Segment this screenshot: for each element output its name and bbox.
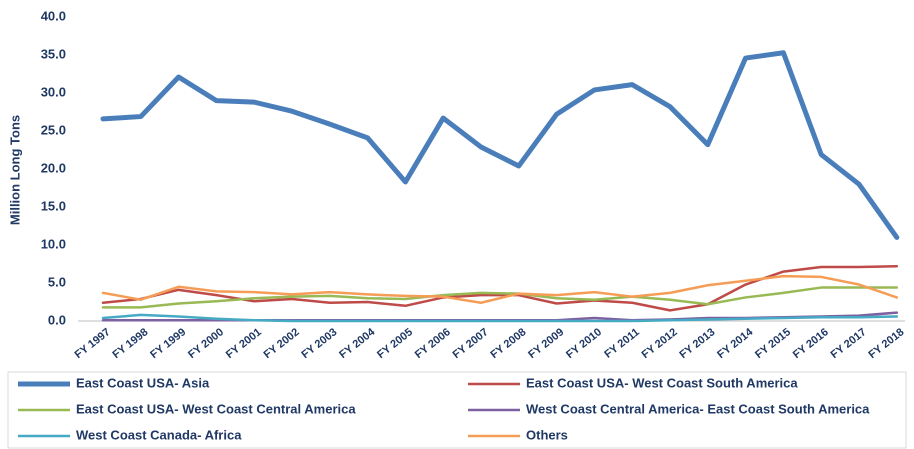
legend-label: West Coast Central America- East Coast S…	[526, 401, 870, 416]
y-tick-label: 5.0	[48, 274, 66, 289]
x-tick-label: FY 1998	[110, 326, 150, 361]
x-tick-label: FY 2016	[791, 326, 831, 361]
x-tick-label: FY 2004	[337, 326, 378, 361]
series-line	[101, 274, 899, 305]
x-tick-label: FY 2017	[829, 326, 869, 361]
y-tick-label: 10.0	[41, 236, 66, 251]
series-line	[101, 286, 899, 309]
y-tick-label: 25.0	[41, 122, 66, 137]
y-tick-label: 15.0	[41, 198, 66, 213]
x-tick-label: FY 2010	[564, 326, 604, 361]
legend-label: East Coast USA- West Coast Central Ameri…	[76, 401, 356, 416]
y-tick-label: 20.0	[41, 160, 66, 175]
x-tick-label: FY 2003	[299, 326, 339, 361]
x-tick-label: FY 1999	[148, 326, 188, 361]
x-tick-label: FY 2015	[753, 326, 793, 361]
x-tick-label: FY 2012	[640, 326, 680, 361]
x-tick-label: FY 2013	[677, 326, 717, 361]
y-axis-label: Million Long Tons	[7, 115, 22, 225]
x-tick-label: FY 2000	[186, 326, 226, 361]
legend-label: East Coast USA- Asia	[76, 375, 210, 390]
x-tick-label: FY 2008	[488, 326, 528, 361]
x-tick-label: FY 2014	[715, 326, 756, 361]
x-tick-label: FY 2011	[602, 326, 642, 361]
x-tick-label: FY 2007	[451, 326, 491, 361]
y-tick-label: 30.0	[41, 84, 66, 99]
legend-box	[7, 371, 907, 449]
x-tick-label: FY 2002	[262, 326, 302, 361]
series-line	[101, 265, 899, 312]
x-tick-label: FY 2005	[375, 326, 415, 361]
y-tick-label: 35.0	[41, 46, 66, 61]
legend-label: Others	[526, 427, 568, 442]
series-line	[101, 313, 899, 323]
y-tick-label: 0.0	[48, 312, 66, 327]
x-tick-label: FY 2006	[413, 326, 453, 361]
x-tick-label: FY 2001	[224, 326, 264, 361]
legend-label: West Coast Canada- Africa	[76, 427, 242, 442]
legend-label: East Coast USA- West Coast South America	[526, 375, 798, 390]
x-tick-label: FY 2018	[866, 326, 906, 361]
y-tick-label: 40.0	[41, 8, 66, 23]
x-tick-label: FY 2009	[526, 326, 566, 361]
x-tick-label: FY 1997	[73, 326, 113, 361]
series-line	[100, 50, 900, 240]
